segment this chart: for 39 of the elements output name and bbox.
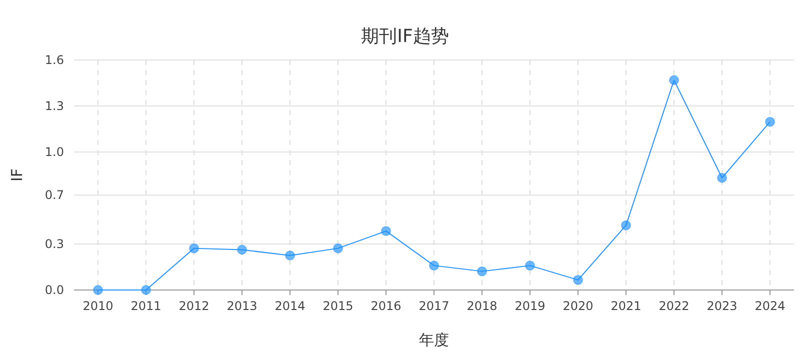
- x-tick-label: 2024: [754, 299, 786, 313]
- y-tick-label: 1.3: [44, 99, 64, 113]
- x-tick-label: 2023: [706, 299, 738, 313]
- point: [189, 243, 199, 254]
- x-tick-label: 2018: [466, 299, 498, 313]
- y-tick-label: 0.7: [44, 188, 64, 202]
- y-tick-label: 1.0: [44, 145, 64, 159]
- point: [669, 75, 679, 86]
- y-tick-label: 0.3: [44, 237, 64, 251]
- point: [237, 244, 247, 255]
- x-tick-label: 2013: [226, 299, 258, 313]
- x-tick-label: 2020: [562, 299, 594, 313]
- point: [381, 226, 391, 236]
- point: [285, 250, 295, 260]
- point: [333, 243, 343, 254]
- title: 期刊IF趋势: [361, 26, 449, 47]
- point: [765, 116, 775, 127]
- x-tick-label: 2017: [418, 299, 450, 313]
- y-tick-label: 0.0: [44, 283, 64, 297]
- x-tick-label: 2015: [322, 299, 354, 313]
- x-tick-label: 2016: [370, 299, 402, 313]
- x-tick-label: 2011: [130, 299, 162, 313]
- point: [429, 260, 439, 271]
- x-tick-label: 2010: [82, 299, 114, 313]
- x-tick-label: 2022: [658, 299, 690, 313]
- point: [477, 266, 487, 276]
- point: [573, 274, 583, 285]
- y-tick-label: 1.6: [44, 53, 64, 67]
- x-tick-label: 2012: [178, 299, 210, 313]
- x-tick-label: 2021: [610, 299, 642, 313]
- point: [525, 260, 535, 271]
- x-tick-label: 2014: [274, 299, 306, 313]
- point: [141, 285, 151, 295]
- point: [621, 220, 631, 230]
- x-tick-label: 2019: [514, 299, 546, 313]
- point: [93, 285, 103, 295]
- x-axis-title: 年度: [419, 331, 449, 349]
- point: [717, 172, 727, 183]
- y-axis-title: IF: [8, 168, 26, 182]
